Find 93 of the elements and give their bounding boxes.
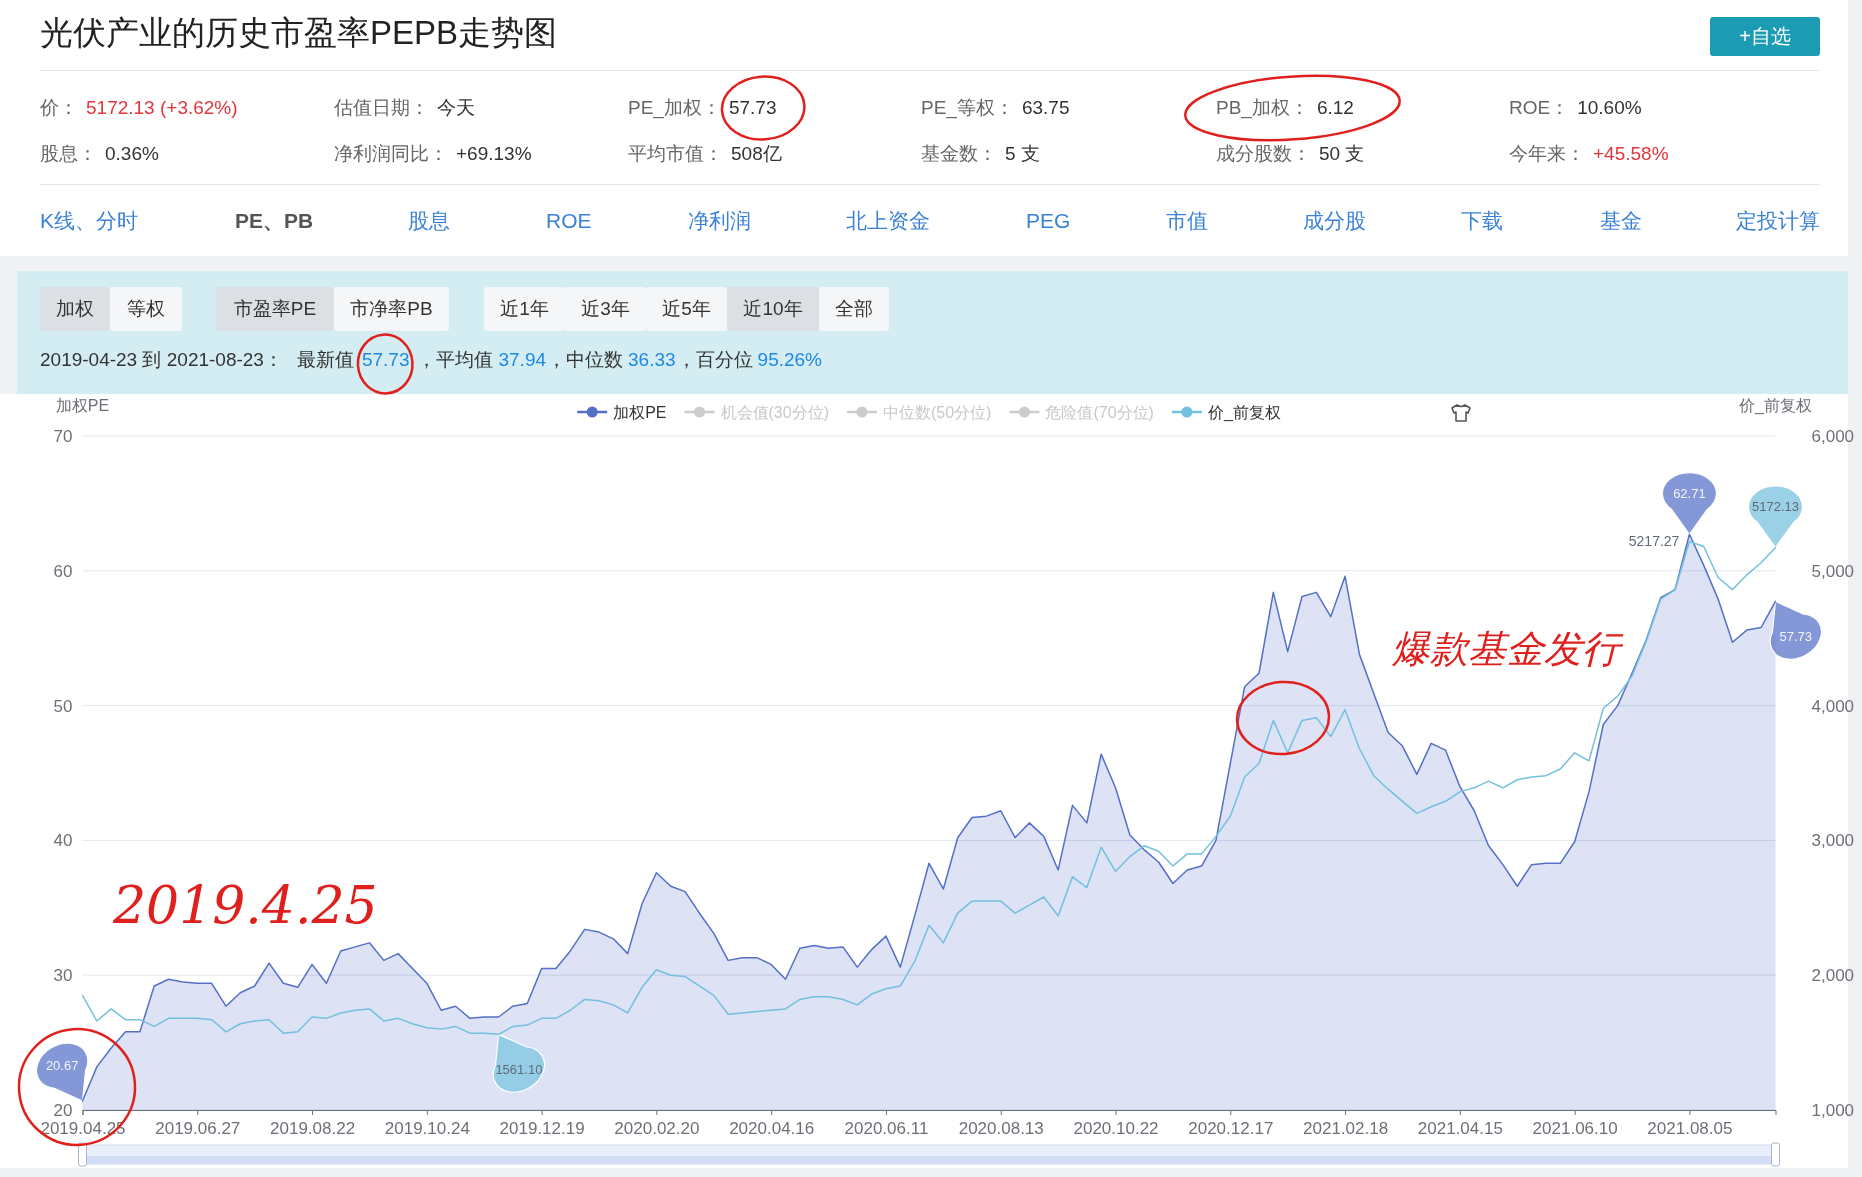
button: +自选: [1710, 17, 1820, 56]
text: 2019-04-23 到 2021-08-23：: [40, 348, 283, 372]
button: 近3年: [565, 287, 646, 331]
text: 今年来：: [1509, 142, 1585, 166]
y-tick-label: 50: [53, 696, 73, 716]
text: K线、分时: [40, 208, 139, 234]
x-tick-label: 2019.10.24: [384, 1119, 470, 1139]
annotation: 62.71: [1673, 486, 1706, 502]
text: 57.73: [1779, 629, 1813, 645]
x-tick-label: 2020.08.13: [958, 1119, 1044, 1139]
text: 基金数：: [921, 142, 997, 166]
text: 50 支: [1319, 142, 1365, 166]
text: 北上资金: [846, 208, 930, 234]
x-tick-label: 2021.04.15: [1417, 1119, 1503, 1139]
y-tick-label: 30: [53, 966, 73, 986]
button: 加权: [40, 287, 110, 331]
text: PE_加权：: [628, 96, 721, 120]
text: +69.13%: [456, 142, 532, 166]
annotation: 5217.27: [1628, 533, 1680, 550]
text: PEG: [1026, 208, 1071, 234]
text: 63.75: [1021, 96, 1070, 120]
annotation: 2019.4.25: [113, 873, 378, 937]
x-tick-label: 2021.02.18: [1303, 1119, 1389, 1139]
text: ，中位数: [547, 348, 624, 372]
button: 近5年: [646, 287, 727, 331]
text: 净利润: [688, 208, 751, 234]
y-tick-label: 40: [53, 831, 73, 851]
y2-tick-label: 1,000: [1811, 1100, 1855, 1120]
text: 5172.13 (+3.62%): [86, 96, 238, 120]
x-tick-label: 2020.10.22: [1073, 1119, 1159, 1139]
x-tick-label: 2020.12.17: [1188, 1119, 1274, 1139]
text: 57.73: [728, 96, 777, 120]
button: 全部: [819, 287, 889, 331]
chart-title: 光伏产业的历史市盈率PEPB走势图: [40, 13, 558, 53]
y-axis-title: 加权PE: [55, 396, 110, 414]
text: 股息：: [40, 142, 97, 166]
text: 95.26%: [757, 348, 823, 372]
text: 市值: [1166, 208, 1208, 234]
y2-tick-label: 6,000: [1811, 426, 1855, 446]
text: 成分股数：: [1216, 142, 1311, 166]
x-tick-label: 2020.02.20: [614, 1119, 700, 1139]
text: 价：: [40, 96, 78, 120]
button: 市盈率PE: [216, 287, 334, 331]
text: 净利润同比：: [334, 142, 448, 166]
text: 508亿: [731, 142, 782, 166]
y-tick-label: 20: [53, 1100, 73, 1120]
text: 20.67: [45, 1058, 79, 1074]
x-tick-label: 2021.06.10: [1532, 1119, 1618, 1139]
text: +45.58%: [1593, 142, 1669, 166]
text: 今天: [437, 96, 475, 120]
x-tick-label: 2019.06.27: [155, 1119, 241, 1139]
legend-label: 加权PE: [613, 403, 667, 421]
annotation: 5172.13: [1752, 499, 1799, 515]
text: 10.60%: [1577, 96, 1642, 120]
text: ，百分位: [676, 348, 753, 372]
button: 近10年: [727, 287, 819, 331]
y2-tick-label: 2,000: [1811, 966, 1855, 986]
text: 平均市值：: [628, 142, 723, 166]
button: 市净率PB: [334, 287, 449, 331]
button: 近1年: [484, 287, 565, 331]
legend-label: 价_前复权: [1206, 403, 1281, 422]
text: 估值日期：: [334, 96, 429, 120]
text: 0.36%: [105, 142, 159, 166]
y2-axis-title: 价_前复权: [1738, 396, 1812, 415]
y-tick-label: 70: [53, 426, 73, 446]
text: ，平均值: [417, 348, 494, 372]
text: 5 支: [1005, 142, 1040, 166]
x-tick-label: 2019.08.22: [270, 1119, 356, 1139]
x-tick-label: 2021.08.05: [1647, 1119, 1733, 1139]
y2-tick-label: 4,000: [1811, 696, 1855, 716]
text: 36.33: [628, 348, 676, 372]
text: 57.73: [361, 348, 410, 372]
text: ROE: [546, 208, 592, 234]
button: 等权: [110, 287, 182, 331]
text: 股息: [408, 208, 450, 234]
text: 成分股: [1303, 208, 1366, 234]
text: 定投计算: [1736, 208, 1820, 234]
y2-tick-label: 3,000: [1811, 831, 1855, 851]
text: 37.94: [498, 348, 547, 372]
text: PE、PB: [235, 208, 314, 234]
text: 6.12: [1316, 96, 1354, 120]
x-tick-label: 2020.04.16: [729, 1119, 815, 1139]
y2-tick-label: 5,000: [1811, 561, 1855, 581]
text: PE_等权：: [921, 96, 1014, 120]
y-tick-label: 60: [53, 561, 73, 581]
text: 基金: [1600, 208, 1642, 234]
x-tick-label: 2020.06.11: [844, 1119, 929, 1139]
annotation: 1561.10: [495, 1062, 543, 1078]
text: 下载: [1461, 208, 1503, 234]
text: ROE：: [1509, 96, 1570, 120]
text: 最新值: [296, 348, 354, 372]
x-tick-label: 2019.12.19: [499, 1119, 585, 1139]
text: PB_加权：: [1216, 96, 1309, 120]
